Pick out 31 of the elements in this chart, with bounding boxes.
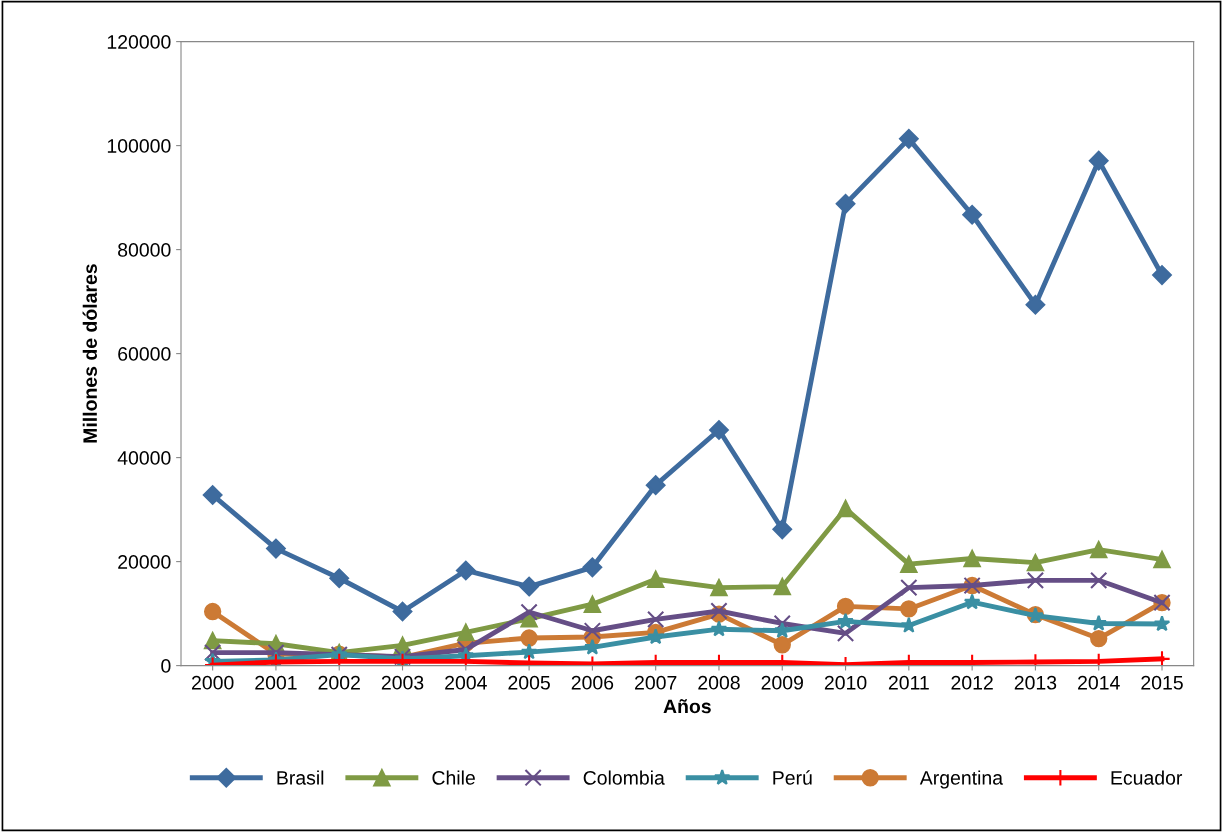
x-tick-label: 2000 (192, 675, 234, 690)
x-tick-label: 2013 (1014, 675, 1057, 690)
legend-label: Ecuador (1111, 770, 1183, 785)
x-tick-label: 2009 (761, 675, 803, 690)
y-tick-label: 60000 (118, 347, 171, 361)
x-tick-label: 2012 (951, 675, 993, 690)
x-tick-label: 2010 (824, 675, 867, 690)
legend-label: Colombia (583, 770, 665, 785)
x-tick-label: 2011 (888, 675, 929, 690)
x-tick-label: 2004 (445, 675, 487, 690)
x-tick-label: 2008 (698, 675, 740, 690)
y-tick-label: 120000 (107, 35, 171, 49)
x-axis-title: Años (663, 699, 711, 714)
x-tick-label: 2002 (318, 675, 360, 690)
y-tick-label: 80000 (118, 243, 171, 257)
x-tick-label: 2003 (381, 675, 424, 690)
legend-label: Brasil (277, 770, 324, 785)
y-tick-label: 0 (161, 659, 171, 673)
y-tick-label: 40000 (117, 451, 171, 465)
y-axis-title: Millones de dólares (82, 264, 98, 443)
x-tick-label: 2015 (1141, 675, 1183, 690)
y-tick-label: 100000 (107, 139, 171, 153)
legend-label: Perú (773, 770, 812, 785)
x-tick-label: 2006 (571, 675, 614, 690)
legend-label: Argentina (919, 770, 1004, 789)
x-tick-label: 2007 (635, 675, 677, 690)
x-tick-label: 2014 (1078, 675, 1120, 690)
y-tick-label: 20000 (118, 555, 171, 569)
x-tick-label: 2005 (508, 675, 550, 690)
x-tick-label: 2001 (255, 675, 297, 690)
legend-label: Chile (432, 770, 475, 785)
